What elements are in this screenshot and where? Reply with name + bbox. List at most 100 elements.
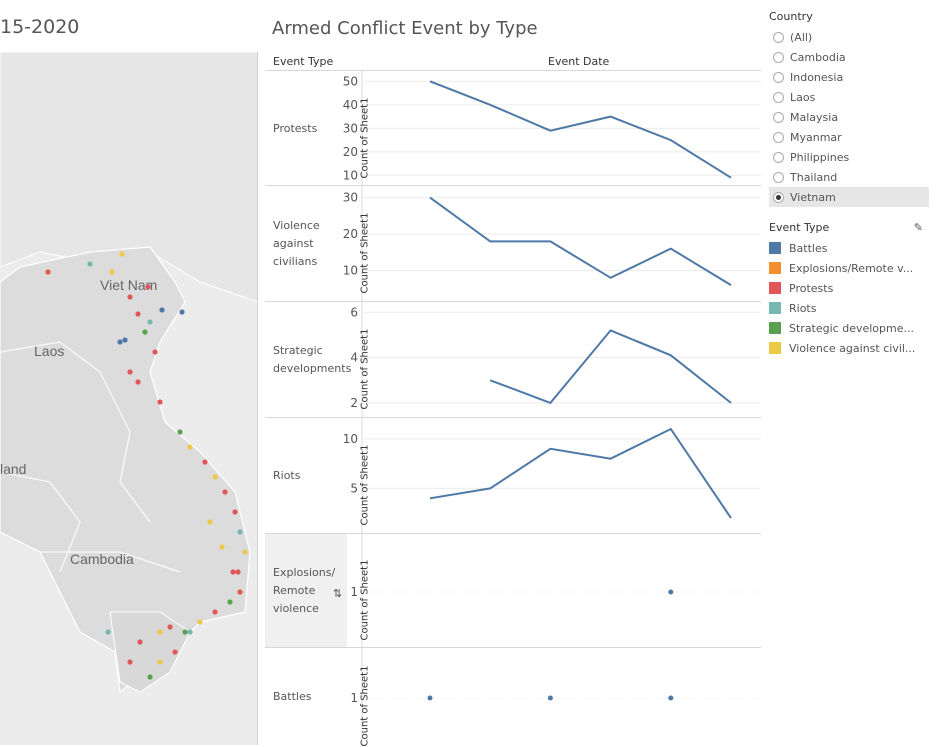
legend-item[interactable]: Strategic developme... xyxy=(769,318,929,338)
country-option[interactable]: Malaysia xyxy=(769,107,929,127)
panel-label[interactable]: Explosions/ Remote violence xyxy=(265,534,347,648)
map-event-dot[interactable] xyxy=(127,294,133,300)
map-event-dot[interactable] xyxy=(207,519,213,525)
map-event-dot[interactable] xyxy=(105,629,111,635)
series-line[interactable] xyxy=(489,329,732,405)
map-event-dot[interactable] xyxy=(45,269,51,275)
panel-label[interactable]: Protests xyxy=(273,121,318,135)
map-event-dot[interactable] xyxy=(235,569,241,575)
map-event-dot[interactable] xyxy=(145,284,151,290)
map-event-dot[interactable] xyxy=(135,379,141,385)
country-option[interactable]: (All) xyxy=(769,27,929,47)
radio-button[interactable] xyxy=(773,51,784,63)
map-event-dot[interactable] xyxy=(237,529,243,535)
map-event-dot[interactable] xyxy=(242,549,248,555)
map-label-laos: Laos xyxy=(34,343,64,359)
map-event-dot[interactable] xyxy=(142,329,148,335)
map-event-dot[interactable] xyxy=(147,319,153,325)
map-event-dot[interactable] xyxy=(135,311,141,317)
panel-plot: 10 20 30 40 50 xyxy=(343,71,761,186)
map-event-dot[interactable] xyxy=(230,569,236,575)
map-event-dot[interactable] xyxy=(119,251,125,257)
radio-button[interactable] xyxy=(773,91,784,103)
map-event-dot[interactable] xyxy=(137,639,143,645)
map-event-dot[interactable] xyxy=(159,307,165,313)
y-tick-label: 40 xyxy=(343,98,358,112)
country-option[interactable]: Vietnam xyxy=(769,187,929,207)
panel-battles: 1 Battles Count of Sheet1 xyxy=(265,647,761,747)
map-event-dot[interactable] xyxy=(167,624,173,630)
radio-button[interactable] xyxy=(773,191,784,203)
map-event-dot[interactable] xyxy=(232,509,238,515)
map-event-dot[interactable] xyxy=(152,349,158,355)
series-line[interactable] xyxy=(429,80,732,179)
data-point[interactable] xyxy=(427,695,433,701)
highlight-pen-icon[interactable]: ✎ xyxy=(913,221,923,234)
map-event-dot[interactable] xyxy=(177,429,183,435)
map-event-dot[interactable] xyxy=(87,261,93,267)
map-event-dot[interactable] xyxy=(127,659,133,665)
map-event-dot[interactable] xyxy=(157,399,163,405)
legend-title: Event Type xyxy=(769,221,830,234)
map-event-dot[interactable] xyxy=(237,589,243,595)
series-line[interactable] xyxy=(429,196,732,286)
map-event-dot[interactable] xyxy=(179,309,185,315)
map-event-dot[interactable] xyxy=(187,629,193,635)
radio-button[interactable] xyxy=(773,71,784,83)
data-point[interactable] xyxy=(547,695,553,701)
country-option[interactable]: Cambodia xyxy=(769,47,929,67)
map-event-dot[interactable] xyxy=(157,659,163,665)
sort-icon[interactable]: ⇅ xyxy=(333,587,343,600)
map-event-dot[interactable] xyxy=(122,337,128,343)
map-event-dot[interactable] xyxy=(187,444,193,450)
map-event-dot[interactable] xyxy=(172,649,178,655)
data-point[interactable] xyxy=(668,695,674,701)
column-header-event-date: Event Date xyxy=(548,55,610,68)
map-event-dot[interactable] xyxy=(127,369,133,375)
map-event-dot[interactable] xyxy=(147,674,153,680)
country-option[interactable]: Myanmar xyxy=(769,127,929,147)
map-event-dot[interactable] xyxy=(202,459,208,465)
map-event-dot[interactable] xyxy=(117,339,123,345)
y-tick-label: 5 xyxy=(350,481,358,495)
map-event-dot[interactable] xyxy=(197,619,203,625)
map-event-dot[interactable] xyxy=(182,629,188,635)
country-option[interactable]: Thailand xyxy=(769,167,929,187)
map-event-dot[interactable] xyxy=(157,629,163,635)
panel-explosions-remote-violence: 1 Explosions/ Remote violence ⇅ Count of Sh… xyxy=(265,533,761,648)
panel-label[interactable]: Violence against civilians xyxy=(273,219,320,268)
panel-label[interactable]: Strategic developments xyxy=(273,344,352,375)
map-event-dot[interactable] xyxy=(222,489,228,495)
data-point[interactable] xyxy=(668,589,674,595)
legend-item[interactable]: Battles xyxy=(769,238,929,258)
country-option[interactable]: Indonesia xyxy=(769,67,929,87)
country-option-label: (All) xyxy=(790,30,813,44)
panel-plot: 1 xyxy=(350,534,761,648)
series-line[interactable] xyxy=(429,427,732,519)
radio-button[interactable] xyxy=(773,111,784,123)
legend-item[interactable]: Riots xyxy=(769,298,929,318)
map-event-dot[interactable] xyxy=(212,609,218,615)
map-event-dot[interactable] xyxy=(109,269,115,275)
panel-label[interactable]: Riots xyxy=(273,469,301,482)
radio-button[interactable] xyxy=(773,131,784,143)
radio-button[interactable] xyxy=(773,31,784,43)
legend-header: Event Type ✎ xyxy=(769,221,929,234)
panel-label[interactable]: Battles xyxy=(273,690,312,703)
panel-plot: 2 4 6 xyxy=(350,302,761,418)
legend-item[interactable]: Protests xyxy=(769,278,929,298)
legend-swatch xyxy=(769,302,781,314)
legend-label: Riots xyxy=(789,301,817,315)
radio-button[interactable] xyxy=(773,171,784,183)
y-tick-label: 10 xyxy=(343,432,358,446)
legend-item[interactable]: Violence against civil... xyxy=(769,338,929,358)
legend-item[interactable]: Explosions/Remote v... xyxy=(769,258,929,278)
map-event-dot[interactable] xyxy=(227,599,233,605)
country-option[interactable]: Philippines xyxy=(769,147,929,167)
country-option[interactable]: Laos xyxy=(769,87,929,107)
radio-button[interactable] xyxy=(773,151,784,163)
map-event-dot[interactable] xyxy=(212,474,218,480)
map-event-dot[interactable] xyxy=(219,544,225,550)
column-header-event-type: Event Type xyxy=(273,55,334,68)
map-view[interactable]: Viet Nam Laos land Cambodia xyxy=(0,52,258,745)
